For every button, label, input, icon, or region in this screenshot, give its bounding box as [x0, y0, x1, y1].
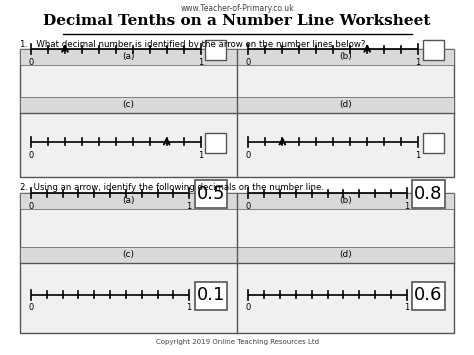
- FancyBboxPatch shape: [205, 40, 227, 60]
- Text: 1: 1: [404, 202, 409, 211]
- Bar: [19, 193, 455, 333]
- Text: 1: 1: [415, 58, 420, 67]
- Text: 1: 1: [198, 151, 203, 160]
- FancyBboxPatch shape: [412, 180, 445, 208]
- Text: 0: 0: [246, 202, 251, 211]
- FancyBboxPatch shape: [205, 133, 227, 153]
- Bar: [237, 193, 455, 209]
- Text: (b): (b): [339, 53, 352, 61]
- Text: 1: 1: [198, 58, 203, 67]
- FancyBboxPatch shape: [423, 40, 444, 60]
- Text: 0: 0: [28, 58, 34, 67]
- Bar: [237, 97, 455, 113]
- Bar: [19, 49, 455, 177]
- FancyBboxPatch shape: [195, 282, 228, 310]
- Text: 0.1: 0.1: [197, 286, 225, 305]
- FancyBboxPatch shape: [195, 180, 228, 208]
- Bar: [19, 49, 237, 65]
- Text: 0: 0: [246, 304, 251, 312]
- Bar: [19, 247, 237, 263]
- Bar: [19, 193, 237, 209]
- Text: (d): (d): [339, 100, 352, 109]
- Text: 0: 0: [246, 151, 251, 160]
- Text: 1: 1: [404, 304, 409, 312]
- Text: (c): (c): [122, 100, 134, 109]
- FancyBboxPatch shape: [423, 133, 444, 153]
- Text: (d): (d): [339, 251, 352, 260]
- Text: 0: 0: [28, 151, 34, 160]
- FancyBboxPatch shape: [412, 282, 445, 310]
- Text: 0: 0: [246, 58, 251, 67]
- Text: 1: 1: [186, 304, 192, 312]
- Text: 0.8: 0.8: [414, 185, 443, 203]
- Text: (b): (b): [339, 197, 352, 206]
- Bar: [237, 49, 455, 65]
- Text: 0.6: 0.6: [414, 286, 443, 305]
- Text: 1.   What decimal number is identified by the arrow on the number lines below?: 1. What decimal number is identified by …: [19, 40, 365, 49]
- Text: 1: 1: [186, 202, 192, 211]
- Text: 1: 1: [415, 151, 420, 160]
- Bar: [19, 97, 237, 113]
- Text: Copyright 2019 Online Teaching Resources Ltd: Copyright 2019 Online Teaching Resources…: [155, 339, 319, 345]
- Text: Decimal Tenths on a Number Line Worksheet: Decimal Tenths on a Number Line Workshee…: [43, 14, 431, 28]
- Text: (a): (a): [122, 53, 135, 61]
- Text: 0.5: 0.5: [197, 185, 226, 203]
- Text: www.Teacher-of-Primary.co.uk: www.Teacher-of-Primary.co.uk: [180, 4, 294, 13]
- Text: (a): (a): [122, 197, 135, 206]
- Text: 0: 0: [28, 304, 34, 312]
- Bar: [237, 247, 455, 263]
- Text: 2.  Using an arrow, identify the following decimals on the number line.: 2. Using an arrow, identify the followin…: [19, 183, 324, 192]
- Text: (c): (c): [122, 251, 134, 260]
- Text: 0: 0: [28, 202, 34, 211]
